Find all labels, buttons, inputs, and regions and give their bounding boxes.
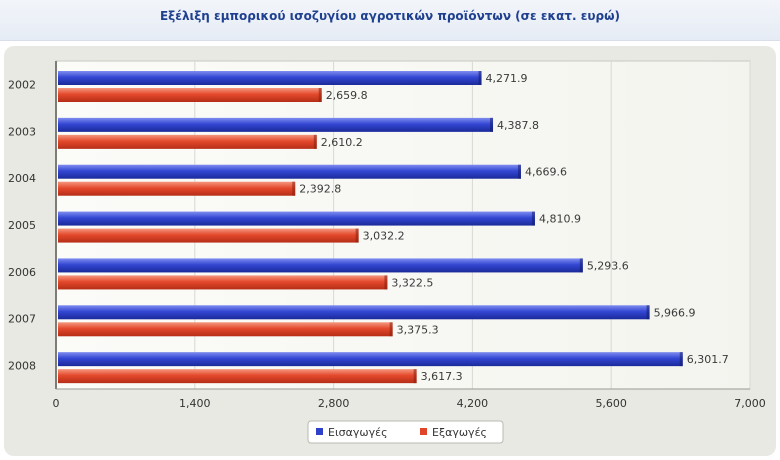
legend: Εισαγωγές Εξαγωγές (307, 420, 504, 444)
imports-bar (58, 117, 494, 132)
imports-value-label: 4,669.6 (525, 166, 567, 179)
bar-end-shade (490, 117, 494, 132)
chart-title: Εξέλιξη εμπορικού ισοζυγίου αγροτικών πρ… (159, 9, 620, 23)
x-tick-labels: 0 1,400 2,800 4,200 5,600 7,000 (53, 397, 766, 410)
imports-bar (58, 211, 535, 226)
bar-end-shade (313, 134, 317, 149)
category-label: 2007 (8, 313, 36, 326)
exports-value-label: 3,032.2 (363, 230, 405, 243)
exports-bar (58, 322, 393, 337)
exports-value-label: 2,392.8 (299, 183, 341, 196)
bar-end-shade (413, 369, 417, 384)
exports-value-label: 3,375.3 (397, 323, 439, 336)
x-tick-label: 5,600 (595, 397, 627, 410)
x-tick-label: 0 (53, 397, 60, 410)
bar-end-shade (646, 305, 650, 320)
bar-end-shade (517, 164, 521, 179)
bar-end-shade (478, 71, 482, 85)
bar-end-shade (389, 322, 393, 337)
x-tick-label: 1,400 (179, 397, 211, 410)
exports-bar (58, 228, 359, 243)
category-labels: 2002 2003 2004 2005 2006 2007 2008 (8, 78, 36, 372)
exports-value-label: 3,322.5 (391, 276, 433, 289)
exports-bar (58, 88, 322, 102)
imports-bar (58, 305, 650, 320)
imports-value-label: 5,293.6 (587, 259, 629, 272)
exports-bar (58, 369, 417, 384)
category-label: 2008 (8, 360, 36, 373)
imports-bar (58, 164, 521, 179)
exports-value-label: 2,659.8 (326, 89, 368, 102)
imports-bar (58, 258, 583, 273)
legend-box (307, 420, 504, 444)
legend-label: Εξαγωγές (432, 426, 487, 439)
x-tick-label: 2,800 (318, 397, 350, 410)
category-label: 2004 (8, 172, 36, 185)
category-label: 2002 (8, 78, 36, 91)
data-labels: 4,271.9 2,659.8 4,387.8 2,610.2 4,669.6 2,392… (299, 72, 729, 383)
imports-value-label: 5,966.9 (654, 306, 696, 319)
bar-end-shade (318, 88, 322, 102)
imports-value-label: 4,387.8 (497, 119, 539, 132)
x-tick-label: 4,200 (457, 397, 489, 410)
imports-value-label: 4,810.9 (539, 213, 581, 226)
bar-end-shade (679, 352, 683, 367)
title-bar: Εξέλιξη εμπορικού ισοζυγίου αγροτικών πρ… (0, 0, 780, 41)
category-label: 2005 (8, 219, 36, 232)
bar-end-shade (355, 228, 359, 243)
exports-bar (58, 134, 317, 149)
category-label: 2006 (8, 266, 36, 279)
bar-end-shade (292, 181, 296, 196)
imports-value-label: 4,271.9 (486, 72, 528, 85)
imports-value-label: 6,301.7 (687, 353, 729, 366)
legend-swatch (420, 428, 427, 435)
imports-bar (58, 71, 482, 85)
bar-end-shade (384, 275, 388, 290)
bar-end-shade (579, 258, 583, 273)
exports-value-label: 2,610.2 (321, 136, 363, 149)
category-label: 2003 (8, 125, 36, 138)
legend-label: Εισαγωγές (328, 426, 388, 439)
imports-bar (58, 352, 683, 367)
exports-bar (58, 181, 296, 196)
exports-value-label: 3,617.3 (421, 370, 463, 383)
bars (58, 71, 683, 384)
legend-swatch (316, 428, 323, 435)
bar-end-shade (531, 211, 535, 226)
x-tick-label: 7,000 (734, 397, 766, 410)
exports-bar (58, 275, 388, 290)
